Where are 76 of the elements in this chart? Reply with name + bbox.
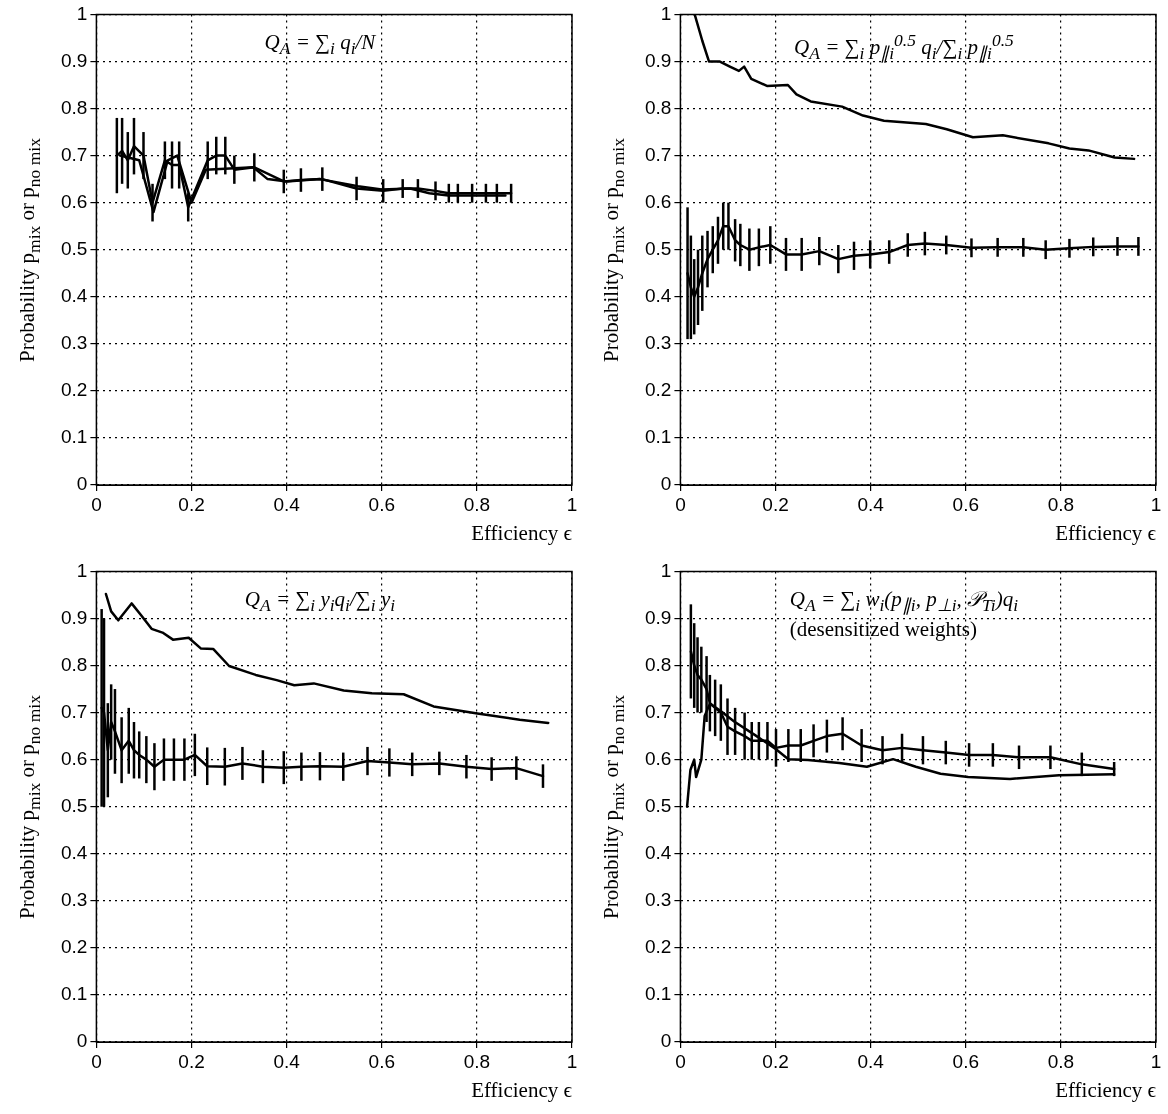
y-tick-label: 0.9 [60, 606, 88, 628]
x-tick-label: 0.2 [762, 1050, 789, 1072]
x-axis-title: Efficiency ϵ [1055, 1077, 1157, 1102]
y-tick-label: 1 [660, 2, 672, 24]
x-tick-label: 0.8 [463, 493, 491, 515]
y-tick-label: 0.7 [644, 143, 672, 165]
y-tick-label: 0.1 [60, 983, 88, 1005]
y-tick-label: 0.4 [644, 841, 672, 863]
y-tick-label: 0.3 [60, 889, 88, 911]
y-tick-label: 0.6 [60, 747, 88, 769]
y-tick-label: 1 [76, 2, 88, 24]
y-tick-label: 0.8 [644, 96, 672, 118]
x-tick-label: 0.6 [952, 493, 979, 515]
x-tick-label: 0.4 [273, 493, 301, 515]
y-tick-label: 0.3 [644, 889, 672, 911]
y-tick-label: 0.9 [60, 49, 88, 71]
x-tick-label: 0.4 [857, 493, 885, 515]
text: Q$_{A}$ = ∑$_{i}$ y$_{i}$q$_{i}$/∑$_{i}$ y$_{i}$ [244, 587, 396, 616]
annotation: Q$_{A}$ = ∑$_{i}$ q$_{i}$/N [264, 30, 376, 60]
annotation: (desensitized weights) [789, 616, 978, 642]
y-tick-label: 0.4 [60, 284, 88, 306]
y-tick-label: 0.6 [60, 190, 88, 212]
y-tick-label: 0.2 [60, 936, 88, 958]
x-tick-label: 0.8 [463, 1050, 491, 1072]
y-tick-label: 0.8 [60, 653, 88, 675]
x-tick-label: 0 [91, 1050, 102, 1072]
x-tick-label: 0.2 [178, 493, 205, 515]
y-tick-label: 0.2 [60, 379, 88, 401]
x-axis-title: Efficiency ϵ [1055, 520, 1157, 545]
y-tick-label: 0 [76, 1030, 88, 1052]
text: Q$_{A}$ = ∑$_{i}$ w$_{i}$(p$_{∥i}$, p$_{⊥i}$, 𝒫$_{Ti}$)q$_{i}$ [789, 587, 1019, 616]
x-tick-label: 1 [1150, 493, 1162, 515]
y-tick-label: 0.9 [644, 49, 672, 71]
x-axis-title: Efficiency ϵ [471, 1077, 573, 1102]
y-tick-label: 0 [660, 1030, 672, 1052]
y-tick-label: 0.3 [60, 332, 88, 354]
x-tick-label: 0.6 [952, 1050, 979, 1072]
y-tick-label: 0.7 [60, 700, 88, 722]
y-tick-label: 0.1 [60, 426, 88, 448]
x-tick-label: 0 [675, 493, 686, 515]
x-tick-label: 0.8 [1047, 493, 1075, 515]
y-tick-label: 0.7 [60, 143, 88, 165]
y-tick-label: 0.1 [644, 426, 672, 448]
x-tick-label: 0.4 [857, 1050, 885, 1072]
y-tick-label: 0.5 [644, 794, 672, 816]
y-tick-label: 0.5 [60, 237, 88, 259]
x-tick-label: 0 [91, 493, 102, 515]
y-tick-label: 0.6 [644, 190, 672, 212]
y-tick-label: 0.4 [644, 284, 672, 306]
y-tick-label: 0.1 [644, 983, 672, 1005]
y-tick-label: 0.5 [644, 237, 672, 259]
y-tick-label: 0 [660, 473, 672, 495]
y-tick-label: 0.4 [60, 841, 88, 863]
x-tick-label: 0.4 [273, 1050, 301, 1072]
x-tick-label: 0.2 [762, 493, 789, 515]
x-tick-label: 1 [1150, 1050, 1162, 1072]
x-tick-label: 1 [566, 493, 578, 515]
y-tick-label: 0 [76, 473, 88, 495]
y-tick-label: 1 [76, 559, 88, 581]
y-tick-label: 0.9 [644, 606, 672, 628]
x-axis-title: Efficiency ϵ [471, 520, 573, 545]
y-tick-label: 1 [660, 559, 672, 581]
x-tick-label: 0.2 [178, 1050, 205, 1072]
x-tick-label: 0.6 [368, 1050, 395, 1072]
y-tick-label: 0.2 [644, 936, 672, 958]
x-tick-label: 1 [566, 1050, 578, 1072]
y-tick-label: 0.8 [644, 653, 672, 675]
y-tick-label: 0.2 [644, 379, 672, 401]
y-tick-label: 0.7 [644, 700, 672, 722]
x-tick-label: 0 [675, 1050, 686, 1072]
y-tick-label: 0.8 [60, 96, 88, 118]
y-tick-label: 0.3 [644, 332, 672, 354]
x-tick-label: 0.6 [368, 493, 395, 515]
x-tick-label: 0.8 [1047, 1050, 1075, 1072]
y-tick-label: 0.6 [644, 747, 672, 769]
y-tick-label: 0.5 [60, 794, 88, 816]
